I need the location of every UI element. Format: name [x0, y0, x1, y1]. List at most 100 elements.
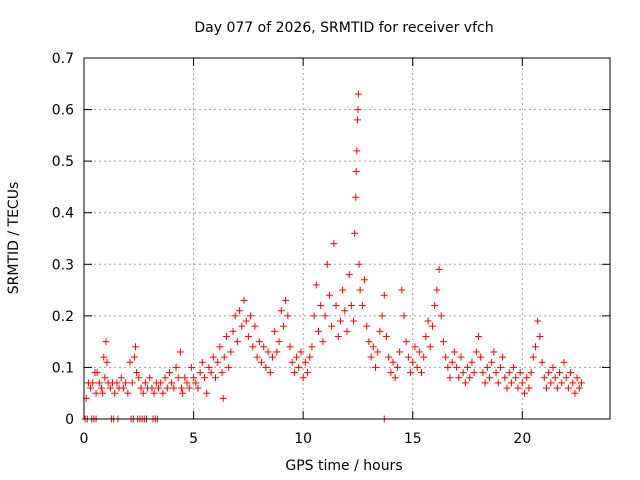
data-point	[536, 332, 544, 340]
data-point	[262, 363, 270, 371]
data-point	[113, 379, 121, 387]
y-tick-label: 0.3	[52, 257, 74, 273]
data-point	[231, 312, 239, 320]
data-point	[448, 358, 456, 366]
x-tick-label: 5	[189, 431, 198, 447]
data-point	[549, 363, 557, 371]
data-point	[293, 353, 301, 361]
data-point	[163, 384, 171, 392]
data-point	[422, 332, 430, 340]
data-point	[89, 379, 97, 387]
data-point	[229, 327, 237, 335]
data-point	[251, 322, 259, 330]
data-point	[284, 312, 292, 320]
data-point	[398, 286, 406, 294]
data-point	[214, 358, 222, 366]
data-point	[192, 379, 200, 387]
data-point	[521, 389, 529, 397]
data-point	[297, 348, 305, 356]
data-point	[282, 296, 290, 304]
data-point	[174, 374, 182, 382]
data-point	[356, 286, 364, 294]
data-point	[407, 369, 415, 377]
data-point	[409, 358, 417, 366]
data-point	[247, 312, 255, 320]
data-point	[99, 389, 107, 397]
data-point	[350, 317, 358, 325]
data-point	[558, 379, 566, 387]
data-point	[304, 369, 312, 377]
data-point	[323, 260, 331, 268]
data-point	[352, 167, 360, 175]
data-point	[507, 379, 515, 387]
y-tick-label: 0.7	[52, 51, 74, 67]
data-point	[183, 379, 191, 387]
data-point	[369, 343, 377, 351]
data-point	[194, 384, 202, 392]
data-point	[358, 302, 366, 310]
data-point	[315, 327, 323, 335]
data-point	[367, 353, 375, 361]
data-point	[179, 389, 187, 397]
data-point	[219, 394, 227, 402]
data-point	[560, 358, 568, 366]
data-point	[420, 353, 428, 361]
data-point	[424, 317, 432, 325]
data-point	[146, 374, 154, 382]
data-point	[352, 193, 360, 201]
data-point	[240, 296, 248, 304]
data-point	[457, 353, 465, 361]
data-point	[514, 384, 522, 392]
data-point	[363, 322, 371, 330]
data-point	[133, 369, 141, 377]
data-point	[351, 229, 359, 237]
data-point	[468, 358, 476, 366]
data-point	[371, 363, 379, 371]
data-point	[341, 307, 349, 315]
data-point	[102, 338, 110, 346]
data-point	[339, 286, 347, 294]
y-tick-label: 0.4	[52, 206, 74, 222]
data-point	[196, 369, 204, 377]
data-point	[325, 291, 333, 299]
data-point	[496, 363, 504, 371]
data-point	[569, 379, 577, 387]
data-point	[518, 379, 526, 387]
data-point	[130, 353, 138, 361]
data-point	[404, 353, 412, 361]
data-point	[512, 374, 520, 382]
data-point	[279, 322, 287, 330]
data-point	[260, 343, 268, 351]
data-point	[98, 384, 106, 392]
x-tick-label: 15	[404, 431, 422, 447]
data-point	[492, 369, 500, 377]
data-point	[529, 353, 537, 361]
data-point	[181, 374, 189, 382]
data-point	[135, 374, 143, 382]
data-point	[295, 363, 303, 371]
data-point	[564, 384, 572, 392]
data-point	[470, 369, 478, 377]
data-point	[547, 379, 555, 387]
data-point	[301, 358, 309, 366]
data-point	[100, 353, 108, 361]
data-point	[122, 379, 130, 387]
data-point	[198, 358, 206, 366]
y-tick-label: 0.6	[52, 103, 74, 119]
data-point	[483, 363, 491, 371]
data-point	[431, 302, 439, 310]
data-point	[354, 116, 362, 124]
data-point	[209, 353, 217, 361]
data-point	[534, 317, 542, 325]
data-point	[106, 384, 114, 392]
data-point	[402, 338, 410, 346]
data-point	[516, 369, 524, 377]
data-point	[236, 307, 244, 315]
data-point	[317, 302, 325, 310]
data-point	[347, 302, 355, 310]
y-tick-label: 0	[65, 412, 74, 428]
data-point	[203, 389, 211, 397]
data-point	[101, 374, 109, 382]
data-point	[455, 374, 463, 382]
data-point	[111, 389, 119, 397]
